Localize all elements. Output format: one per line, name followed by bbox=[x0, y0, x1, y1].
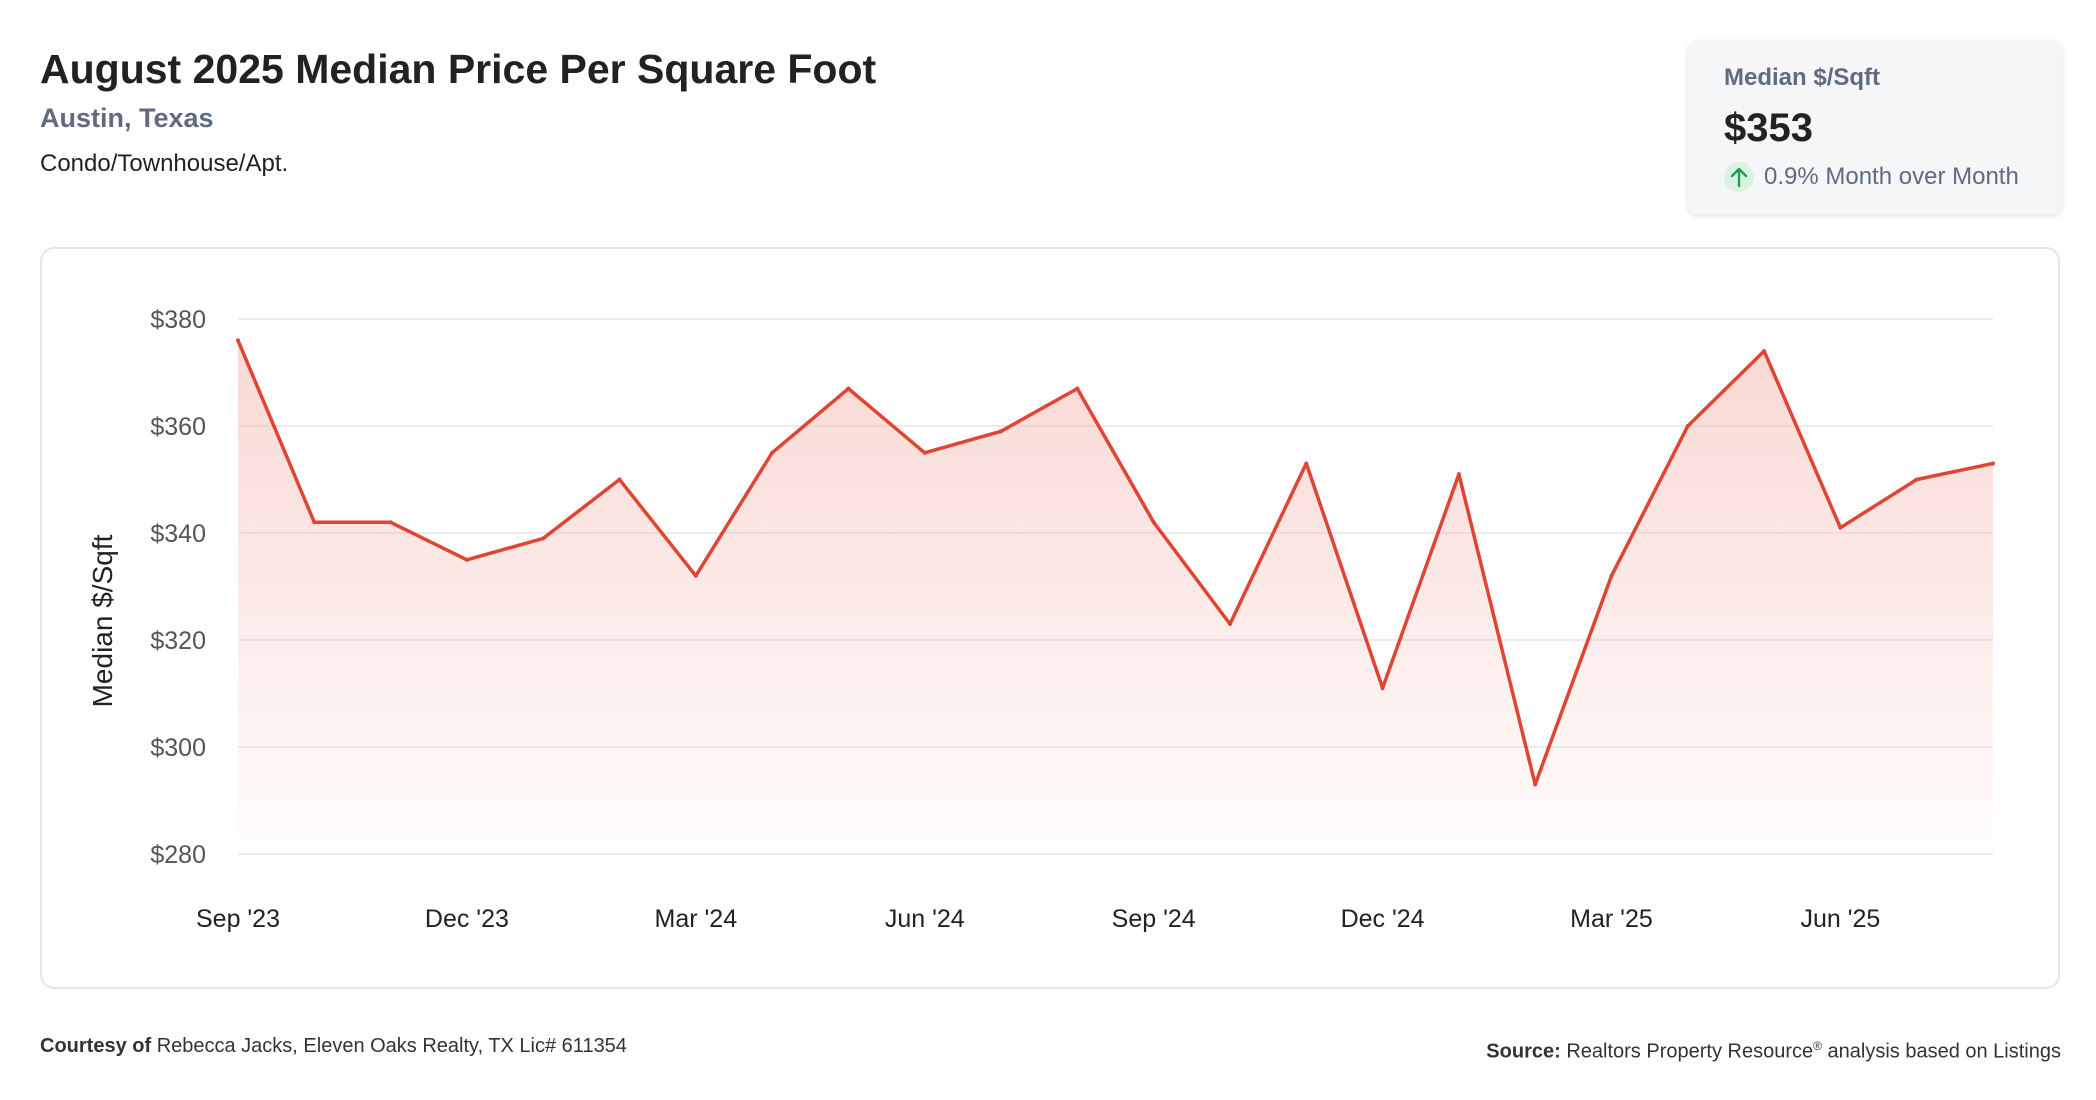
y-tick-label: $320 bbox=[150, 627, 206, 655]
data-point bbox=[1533, 782, 1538, 787]
data-point bbox=[1838, 525, 1843, 530]
source-label: Source: bbox=[1486, 1040, 1561, 1063]
x-tick-label: Jun '25 bbox=[1800, 905, 1880, 933]
stat-change-text: 0.9% Month over Month bbox=[1764, 163, 2019, 190]
source-text-2: analysis based on Listings bbox=[1827, 1040, 2061, 1063]
data-point bbox=[464, 557, 469, 562]
y-axis-label: Median $/Sqft bbox=[87, 534, 118, 707]
property-type-label: Condo/Townhouse/Apt. bbox=[40, 150, 289, 177]
data-point bbox=[1304, 461, 1309, 466]
y-axis-ticks: $380 $360 $340 $320 $300 $280 bbox=[150, 306, 206, 869]
location-subtitle: Austin, Texas bbox=[40, 103, 214, 133]
source-registered-mark: ® bbox=[1813, 1039, 1822, 1053]
x-tick-label: Dec '23 bbox=[425, 905, 509, 933]
data-point bbox=[999, 429, 1004, 434]
x-tick-label: Sep '23 bbox=[196, 905, 280, 933]
courtesy-label: Courtesy of bbox=[40, 1035, 152, 1057]
data-point bbox=[1685, 424, 1690, 428]
data-point bbox=[1914, 477, 1919, 482]
data-point bbox=[693, 573, 698, 578]
courtesy-text: Rebecca Jacks, Eleven Oaks Realty, TX Li… bbox=[156, 1035, 627, 1057]
footer-source: Source: Realtors Property Resource® anal… bbox=[1486, 1032, 2061, 1066]
header: August 2025 Median Price Per Square Foot… bbox=[40, 44, 876, 180]
data-point bbox=[1762, 349, 1767, 354]
data-point bbox=[541, 536, 546, 541]
data-point bbox=[922, 450, 927, 455]
x-tick-label: Mar '24 bbox=[655, 905, 738, 933]
stat-card: Median $/Sqft $353 0.9% Month over Month bbox=[1688, 40, 2062, 214]
x-tick-label: Jun '24 bbox=[885, 905, 965, 933]
x-tick-label: Dec '24 bbox=[1341, 905, 1425, 933]
y-tick-label: $280 bbox=[150, 841, 206, 869]
footer-courtesy: Courtesy of Rebecca Jacks, Eleven Oaks R… bbox=[40, 1032, 627, 1060]
data-point bbox=[1991, 461, 1995, 466]
data-point bbox=[1075, 386, 1080, 391]
data-point bbox=[388, 520, 393, 525]
data-point bbox=[312, 520, 317, 525]
stat-change: 0.9% Month over Month bbox=[1724, 160, 2062, 194]
x-axis-ticks: Sep '23 Dec '23 Mar '24 Jun '24 Sep '24 Dec '… bbox=[196, 905, 1880, 933]
data-point bbox=[1609, 573, 1614, 578]
chart-container: $380 $360 $340 $320 $300 $280 Sep '23 Dec '23 M… bbox=[40, 247, 2060, 989]
x-tick-label: Sep '24 bbox=[1112, 905, 1196, 933]
stat-value: $353 bbox=[1724, 106, 1813, 150]
x-tick-label: Mar '25 bbox=[1570, 905, 1653, 933]
data-point bbox=[236, 338, 240, 343]
data-point bbox=[1151, 520, 1156, 525]
y-tick-label: $340 bbox=[150, 520, 206, 548]
price-per-sqft-chart: $380 $360 $340 $320 $300 $280 Sep '23 Dec '23 M… bbox=[87, 306, 1995, 933]
y-tick-label: $380 bbox=[150, 306, 206, 334]
data-point bbox=[1380, 686, 1385, 691]
source-text: Realtors Property Resource bbox=[1566, 1040, 1814, 1063]
y-tick-label: $360 bbox=[150, 413, 206, 441]
data-point bbox=[770, 450, 775, 455]
data-point bbox=[1456, 472, 1461, 477]
data-point bbox=[1227, 621, 1232, 626]
data-point bbox=[846, 386, 851, 391]
data-points bbox=[236, 338, 1995, 787]
data-point bbox=[617, 477, 622, 482]
stat-label: Median $/Sqft bbox=[1724, 64, 1881, 91]
series-line bbox=[236, 339, 1994, 787]
page-title: August 2025 Median Price Per Square Foot bbox=[40, 46, 877, 92]
series-area bbox=[238, 340, 1993, 854]
arrow-up-icon bbox=[1724, 162, 1754, 192]
y-tick-label: $300 bbox=[150, 734, 206, 762]
